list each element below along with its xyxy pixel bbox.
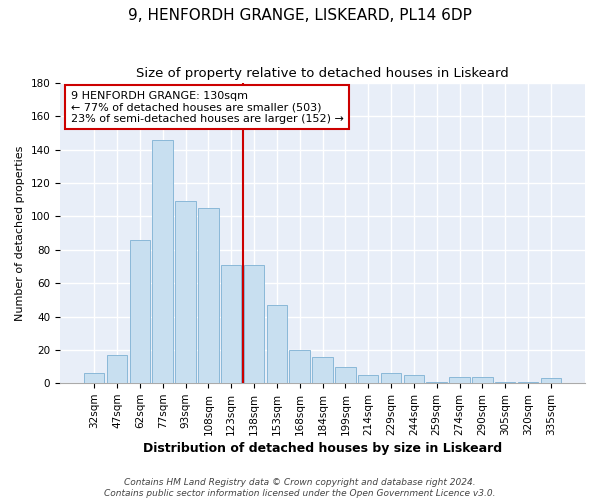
Bar [518,382,538,383]
Bar [472,376,493,383]
Bar [541,378,561,383]
Bar [289,350,310,383]
Y-axis label: Number of detached properties: Number of detached properties [15,146,25,321]
Text: 9, HENFORDH GRANGE, LISKEARD, PL14 6DP: 9, HENFORDH GRANGE, LISKEARD, PL14 6DP [128,8,472,22]
Bar [427,382,447,383]
Bar [130,240,150,383]
X-axis label: Distribution of detached houses by size in Liskeard: Distribution of detached houses by size … [143,442,502,455]
Bar [266,305,287,383]
Text: Contains HM Land Registry data © Crown copyright and database right 2024.
Contai: Contains HM Land Registry data © Crown c… [104,478,496,498]
Title: Size of property relative to detached houses in Liskeard: Size of property relative to detached ho… [136,68,509,80]
Bar [198,208,218,383]
Bar [449,376,470,383]
Bar [358,375,379,383]
Bar [495,382,515,383]
Bar [84,373,104,383]
Bar [221,265,241,383]
Bar [244,265,264,383]
Bar [335,366,356,383]
Bar [175,202,196,383]
Bar [404,375,424,383]
Bar [381,373,401,383]
Bar [312,356,333,383]
Bar [107,355,127,383]
Text: 9 HENFORDH GRANGE: 130sqm
← 77% of detached houses are smaller (503)
23% of semi: 9 HENFORDH GRANGE: 130sqm ← 77% of detac… [71,90,343,124]
Bar [152,140,173,383]
